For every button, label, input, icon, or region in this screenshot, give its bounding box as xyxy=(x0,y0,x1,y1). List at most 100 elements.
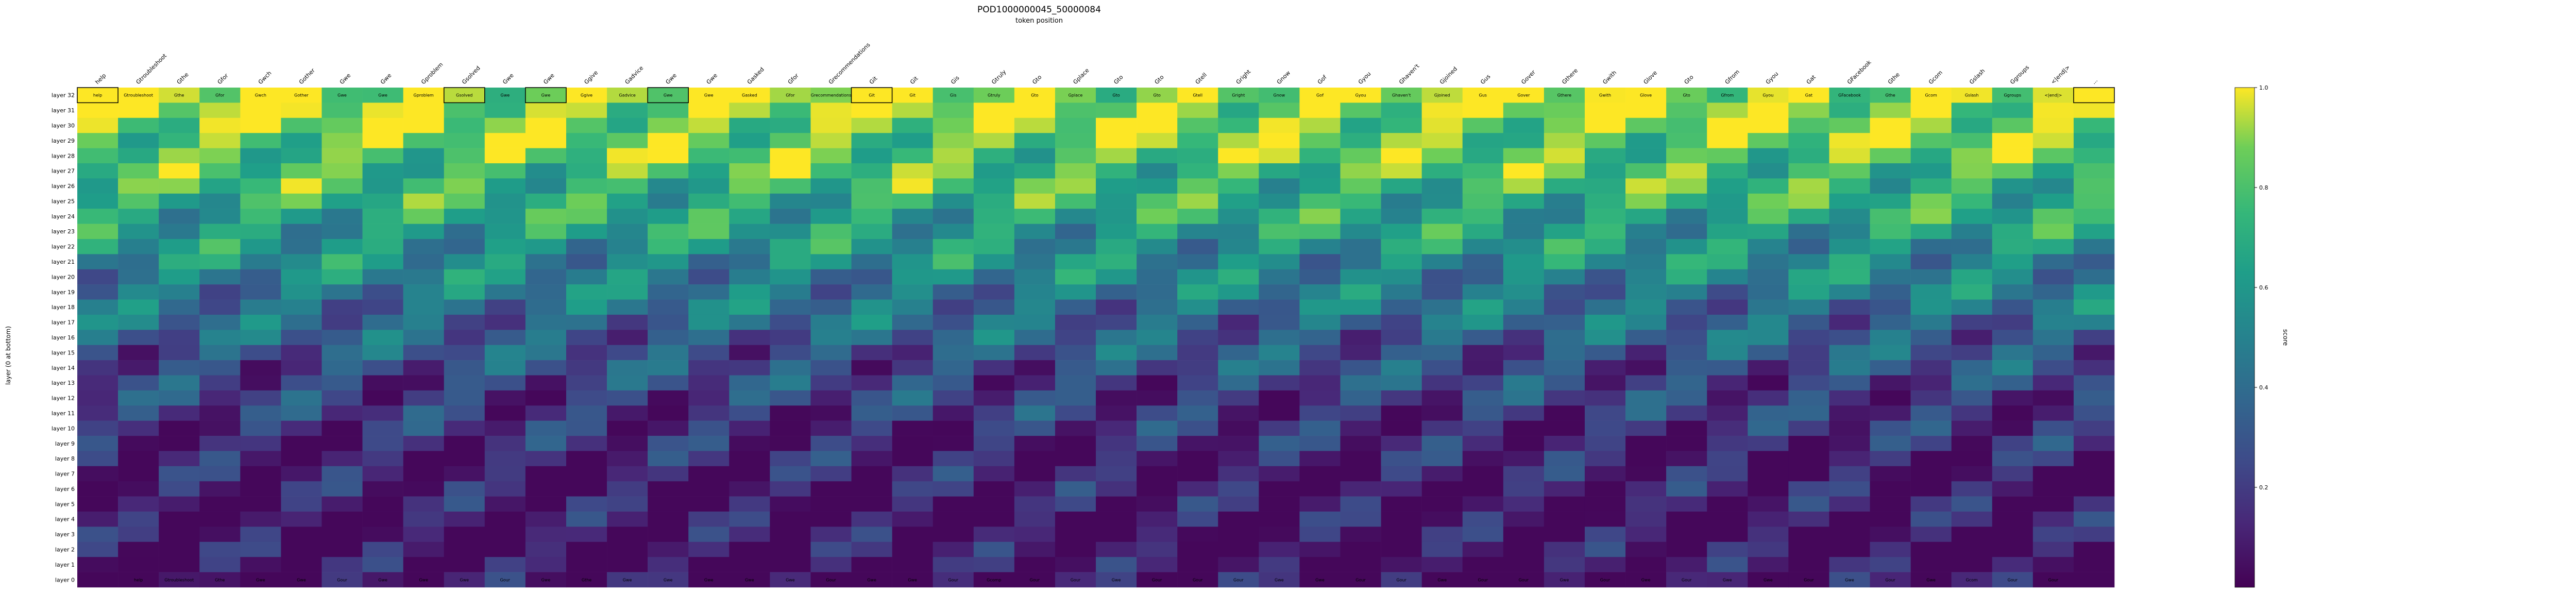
heatmap-cell xyxy=(2073,526,2115,542)
heatmap-cell xyxy=(1829,148,1870,164)
heatmap-cell xyxy=(648,88,689,103)
heatmap-cell xyxy=(1748,466,1789,482)
heatmap-cell xyxy=(1421,254,1463,270)
heatmap-cell xyxy=(1055,375,1096,391)
heatmap-cell xyxy=(1584,436,1626,451)
heatmap-cell xyxy=(1625,345,1667,361)
heatmap-cell xyxy=(770,420,811,436)
heatmap-cell xyxy=(1748,284,1789,300)
heatmap-cell xyxy=(484,436,526,451)
heatmap-cell xyxy=(1625,390,1667,406)
heatmap-cell xyxy=(1870,390,1911,406)
highlight-box xyxy=(2073,87,2115,104)
heatmap-cell xyxy=(362,103,403,118)
heatmap-cell xyxy=(1177,375,1218,391)
heatmap-cell xyxy=(648,254,689,270)
heatmap-cell xyxy=(892,360,933,376)
heatmap-cell xyxy=(1055,466,1096,482)
heatmap-cell xyxy=(2032,557,2074,572)
heatmap-cell xyxy=(321,557,363,572)
heatmap-cell xyxy=(1096,148,1137,164)
heatmap-cell xyxy=(1910,572,1952,588)
heatmap-cell xyxy=(1503,390,1545,406)
heatmap-cell xyxy=(1462,193,1504,209)
heatmap-cell xyxy=(2032,284,2074,300)
heatmap-cell xyxy=(1381,420,1422,436)
heatmap-cell xyxy=(810,133,852,148)
heatmap-cell xyxy=(159,451,200,467)
heatmap-cell xyxy=(118,375,159,391)
heatmap-cell xyxy=(973,239,1015,254)
heatmap-cell xyxy=(1299,148,1341,164)
highlight-box xyxy=(647,87,689,104)
heatmap-cell xyxy=(892,330,933,345)
heatmap-cell xyxy=(1707,103,1748,118)
heatmap-cell xyxy=(1829,557,1870,572)
heatmap-cell xyxy=(1625,103,1667,118)
x-tick-label: Gfor xyxy=(787,72,800,86)
heatmap-cell xyxy=(1666,163,1707,179)
cell-label: Gour xyxy=(826,577,836,582)
heatmap-cell xyxy=(77,481,118,497)
heatmap-cell xyxy=(892,420,933,436)
heatmap-cell xyxy=(1218,133,1259,148)
heatmap-cell xyxy=(444,330,485,345)
heatmap-cell xyxy=(892,193,933,209)
heatmap-cell xyxy=(484,178,526,194)
heatmap-cell xyxy=(729,345,770,361)
heatmap-cell xyxy=(1218,193,1259,209)
heatmap-cell xyxy=(933,572,974,588)
heatmap-cell xyxy=(1666,103,1707,118)
heatmap-cell xyxy=(362,541,403,557)
heatmap-cell xyxy=(1381,330,1422,345)
heatmap-cell xyxy=(321,375,363,391)
heatmap-cell xyxy=(1870,88,1911,103)
heatmap-cell xyxy=(1177,541,1218,557)
y-tick-label: layer 15 xyxy=(52,349,75,356)
heatmap-cell xyxy=(1055,360,1096,376)
heatmap-cell xyxy=(1829,466,1870,482)
heatmap-cell xyxy=(199,345,241,361)
heatmap-cell xyxy=(1870,330,1911,345)
heatmap-cell xyxy=(525,224,567,240)
heatmap-cell xyxy=(484,572,526,588)
heatmap-cell xyxy=(77,163,118,179)
heatmap-cell xyxy=(1340,254,1381,270)
heatmap-cell xyxy=(1177,481,1218,497)
heatmap-cell xyxy=(484,239,526,254)
heatmap-cell xyxy=(851,314,892,330)
y-tick-label: layer 14 xyxy=(52,365,75,371)
heatmap-cell xyxy=(1381,512,1422,527)
heatmap-cell xyxy=(1748,557,1789,572)
heatmap-cell xyxy=(1544,375,1585,391)
heatmap-cell xyxy=(321,345,363,361)
heatmap-cell xyxy=(1014,314,1056,330)
heatmap-cell xyxy=(729,557,770,572)
heatmap-cell xyxy=(1055,481,1096,497)
heatmap-cell xyxy=(321,390,363,406)
heatmap-cell xyxy=(1462,178,1504,194)
heatmap-cell xyxy=(1340,239,1381,254)
heatmap-cell xyxy=(729,420,770,436)
heatmap-cell xyxy=(1055,299,1096,315)
heatmap-cell xyxy=(688,269,730,285)
cell-label: Gjoined xyxy=(1434,93,1450,98)
heatmap-cell xyxy=(1259,88,1300,103)
heatmap-cell xyxy=(2073,557,2115,572)
heatmap-cell xyxy=(1014,512,1056,527)
heatmap-cell xyxy=(810,557,852,572)
heatmap-cell xyxy=(2073,239,2115,254)
heatmap-cell xyxy=(1259,451,1300,467)
heatmap-cell xyxy=(1544,451,1585,467)
heatmap-cell xyxy=(729,512,770,527)
heatmap-cell xyxy=(444,163,485,179)
heatmap-cell xyxy=(1992,314,2033,330)
heatmap-cell xyxy=(1584,103,1626,118)
heatmap-cell xyxy=(2073,299,2115,315)
heatmap-cell xyxy=(1870,209,1911,224)
heatmap-cell xyxy=(1910,239,1952,254)
heatmap-cell xyxy=(362,405,403,421)
cell-label: Gour xyxy=(948,577,958,582)
heatmap-cell xyxy=(403,405,445,421)
heatmap-cell xyxy=(892,345,933,361)
